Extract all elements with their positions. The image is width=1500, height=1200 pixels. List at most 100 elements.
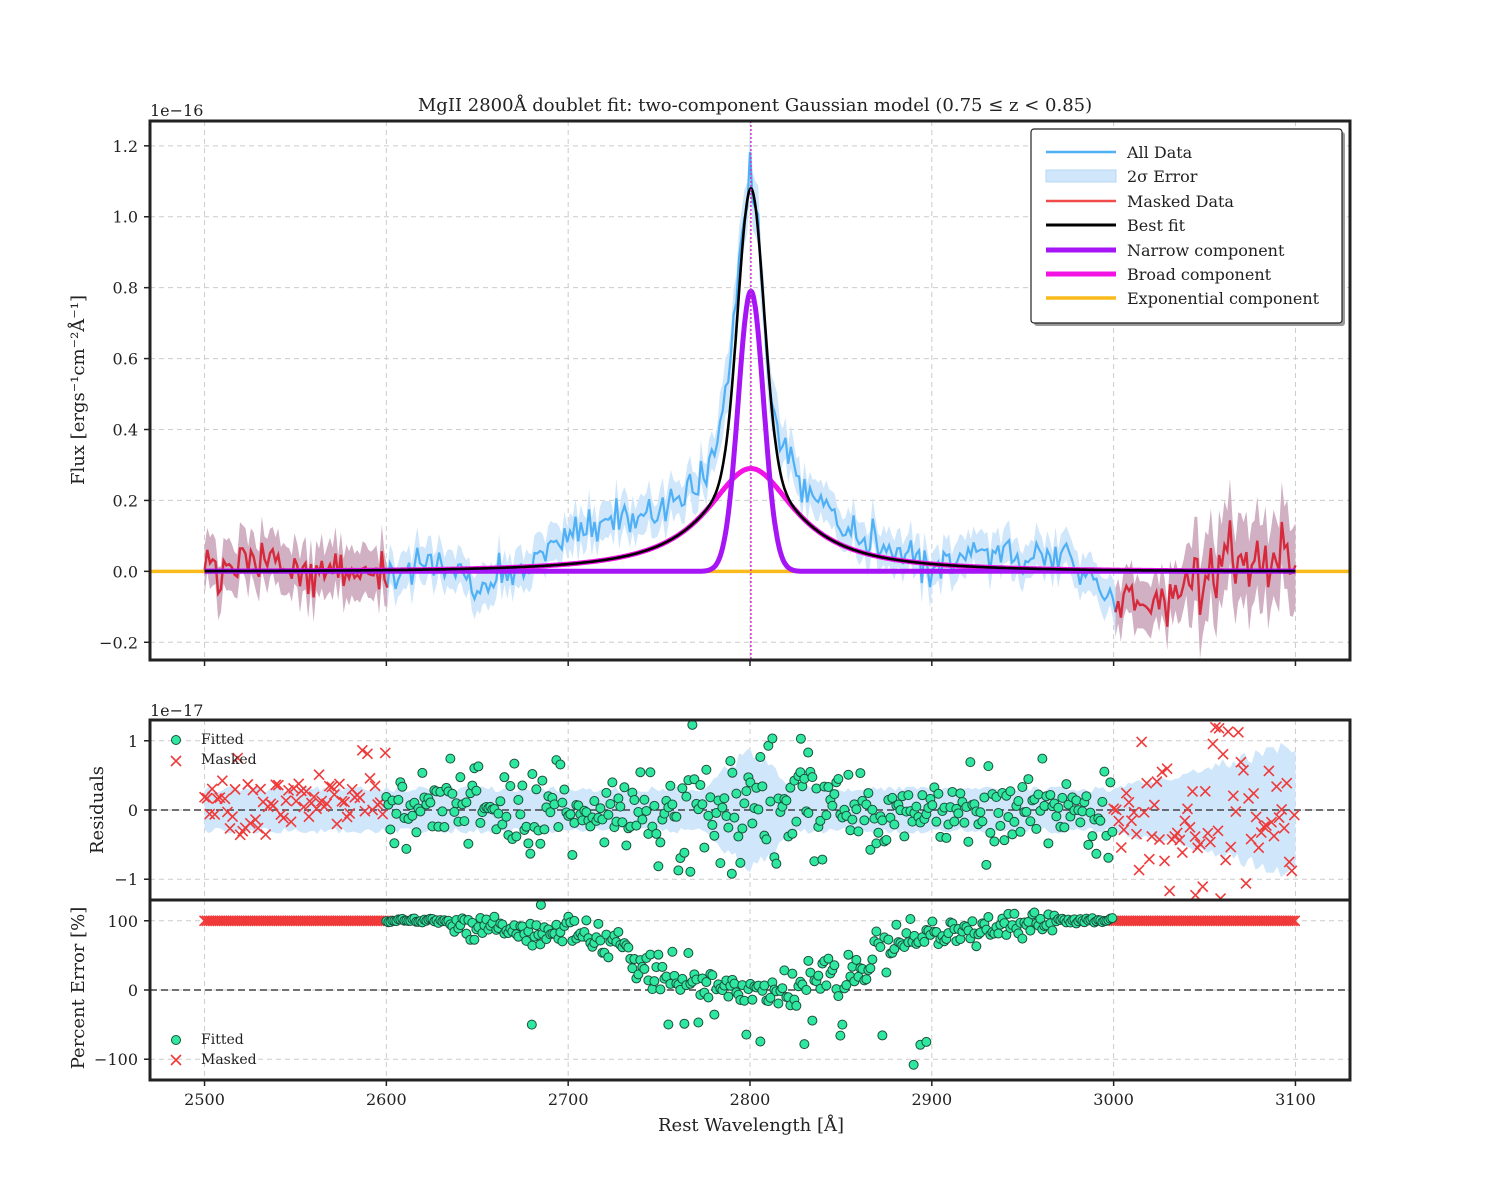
masked-residual-point [1253,842,1265,854]
fitted-residual-point [1103,852,1114,863]
fitted-percent-point [927,916,938,927]
legend-marker-masked [170,755,182,767]
residuals-offset-text: 1e−17 [150,701,203,720]
fitted-percent-point [667,946,678,957]
masked-residual-point [1164,885,1176,897]
fitted-percent-point [709,1009,720,1020]
masked-residual-point [1237,764,1250,776]
fitted-residual-point [607,777,618,788]
fitted-residual-point [553,822,564,833]
fitted-residual-point [475,817,486,828]
fitted-percent-point [747,994,758,1005]
fitted-percent-point [489,911,500,922]
fitted-residual-point [1057,792,1068,803]
masked-percent-point [1286,915,1299,927]
fitted-residual-point [463,838,474,849]
fitted-percent-point [595,935,606,946]
masked-residual-point [1158,855,1171,867]
fitted-percent-point [813,970,824,981]
fitted-residual-point [787,828,798,839]
fitted-residual-point [917,790,928,801]
masked-residual-point [1286,865,1298,877]
fitted-percent-point [867,954,878,965]
fitted-residual-point [655,837,666,848]
fitted-residual-point [621,840,632,851]
residuals-panel: 1e−17 Residuals −1 0 1 Fitted Masked [87,701,1352,902]
fitted-residual-point [717,802,728,813]
fitted-residual-point [1091,848,1102,859]
fitted-residual-point [629,795,640,806]
masked-residual-point [219,793,231,805]
masked-residual-point [1230,806,1242,818]
fitted-percent-point [803,955,814,966]
fitted-residual-point [995,820,1006,831]
residuals-ylabel: Residuals [87,766,108,854]
masked-residual-point [1125,815,1138,827]
fitted-percent-point [527,940,538,951]
fitted-percent-point [581,915,592,926]
fitted-residual-point [977,816,988,827]
fitted-percent-point [801,985,812,996]
fitted-percent-point [861,974,872,985]
fitted-residual-point [933,788,944,799]
fitted-residual-point [617,817,628,828]
masked-residual-point [1174,834,1186,846]
fitted-residual-point [401,843,412,854]
masked-residual-point [354,792,366,804]
fitted-residual-point [1095,815,1106,826]
fitted-residual-point [985,827,996,838]
fitted-residual-point [567,849,578,860]
fitted-residual-point [1107,826,1118,837]
masked-residual-point [1123,796,1135,808]
fitted-percent-point [777,983,788,994]
masked-residual-point [209,808,221,820]
fitted-residual-point [641,805,652,816]
fitted-residual-point [747,818,758,829]
fitted-residual-point [665,780,676,791]
residuals-plot-area [150,720,1350,900]
masked-percent-point [1284,915,1296,927]
fitted-residual-point [523,838,534,849]
fitted-percent-point [693,1017,704,1028]
spectrum-yticks: −0.2 0.0 0.2 0.4 0.6 0.8 1.0 1.2 [99,137,150,652]
masked-residual-point [1161,763,1173,775]
masked-residual-point [300,785,312,798]
residuals-layers [150,720,1350,900]
fitted-residual-point [699,842,710,853]
fitted-residual-point [1025,816,1036,827]
masked-residual-point [1213,722,1225,734]
fitted-residual-point [671,811,682,822]
masked-residual-point [298,801,310,813]
fitted-percent-point [921,1036,932,1047]
fitted-percent-point [535,900,546,910]
fitted-residual-point [449,806,460,817]
masked-residual-point [1260,820,1272,832]
fitted-residual-point [1061,779,1072,790]
x-tick-label: 2900 [911,1090,952,1109]
fitted-residual-point [679,847,690,858]
fitted-residual-point [865,844,876,855]
fitted-residual-point [667,799,678,810]
masked-residual-point [1113,815,1125,827]
masked-residual-point [1153,834,1166,846]
masked-residual-point [277,812,290,824]
y-tick-label: 0.4 [113,421,138,440]
masked-residual-point [313,769,325,781]
masked-residual-point [1176,847,1188,859]
fitted-residual-point [803,808,814,819]
fitted-residual-point [959,817,970,828]
legend-marker-masked-pct [170,1054,182,1066]
masked-residual-point [1136,736,1148,748]
fitted-residual-point [873,827,884,838]
fitted-residual-point [715,858,726,869]
fitted-percent-point [905,914,916,925]
masked-residual-point [1265,816,1278,828]
fitted-residual-point [1013,796,1024,807]
x-tick-label: 2700 [548,1090,589,1109]
fitted-percent-point [741,1029,752,1040]
masked-residual-point [1209,721,1222,733]
fitted-residual-point [1015,826,1026,837]
fitted-percent-point [1009,908,1020,919]
fitted-residual-point [695,779,706,790]
